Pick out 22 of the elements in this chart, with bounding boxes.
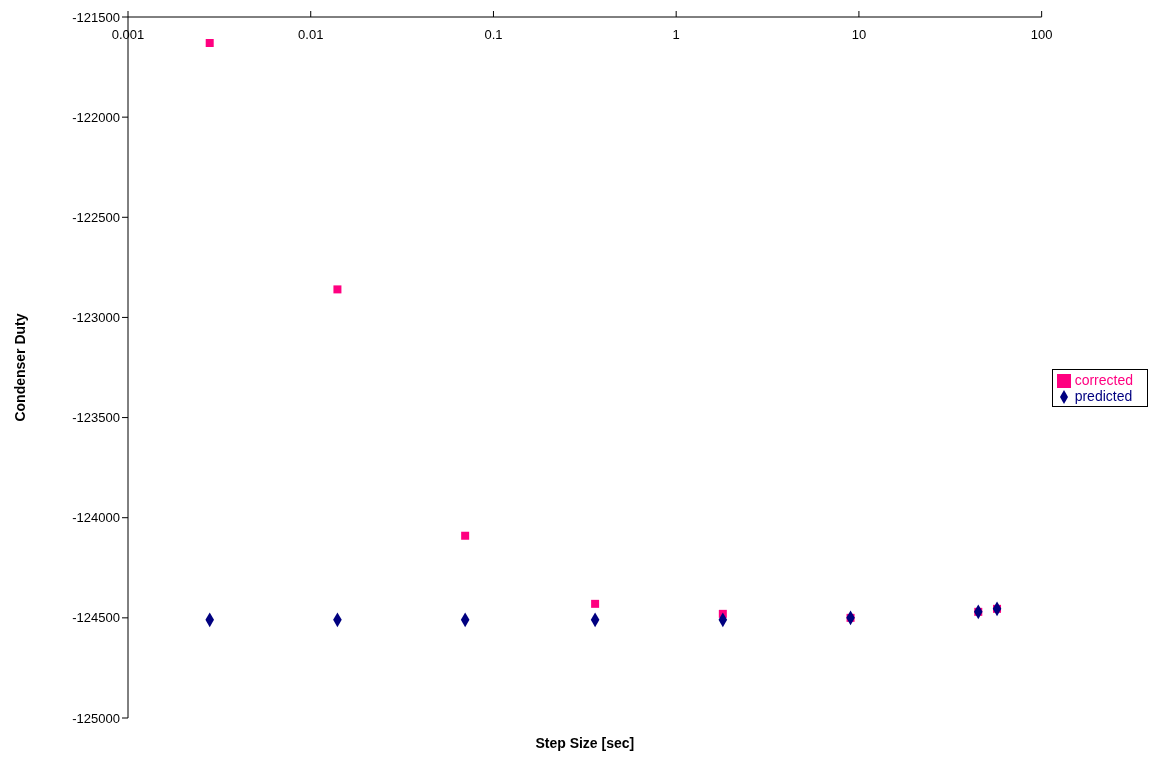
y-tick-label: -124500 xyxy=(72,610,120,626)
y-tick-label: -123000 xyxy=(72,310,120,326)
y-tick-label: -124000 xyxy=(72,510,120,526)
x-tick-label: 1 xyxy=(672,27,680,42)
y-tick-label: -125000 xyxy=(72,710,120,726)
legend-label: corrected xyxy=(1074,371,1133,388)
x-tick-label: 100 xyxy=(1030,27,1053,42)
x-tick-label: 0.01 xyxy=(298,27,324,42)
legend-label: predicted xyxy=(1074,388,1133,404)
x-tick-label: 10 xyxy=(851,27,867,42)
y-tick-label: -123500 xyxy=(72,410,120,426)
point xyxy=(461,531,470,540)
y-axis-title: Condenser Duty xyxy=(11,313,28,422)
point xyxy=(205,39,214,48)
point xyxy=(333,285,342,294)
point xyxy=(591,599,600,608)
x-tick-label: 0.1 xyxy=(484,27,503,42)
x-axis-title: Step Size [sec] xyxy=(535,735,635,751)
y-tick-label: -122000 xyxy=(72,109,120,125)
y-tick-label: -121500 xyxy=(72,9,120,25)
x-tick-label: 0.001 xyxy=(111,27,145,42)
y-tick-label: -122500 xyxy=(72,209,120,225)
